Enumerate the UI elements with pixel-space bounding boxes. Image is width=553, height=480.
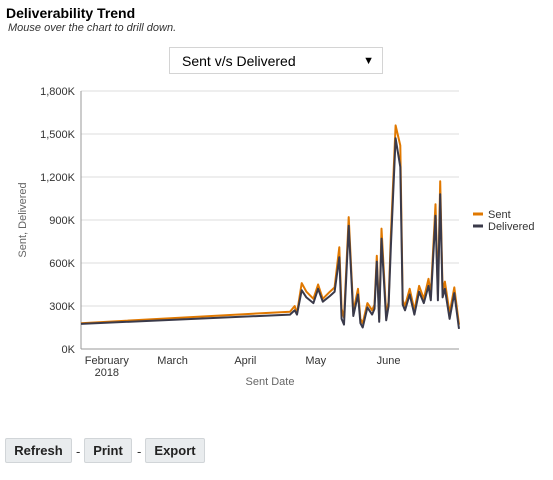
caret-down-icon: ▼ xyxy=(363,54,374,67)
metric-dropdown[interactable]: Sent v/s Delivered ▼ xyxy=(169,47,383,74)
x-axis-title: Sent Date xyxy=(246,376,295,388)
separator: - xyxy=(76,444,81,459)
x-tick-sublabel: 2018 xyxy=(95,367,119,379)
y-tick-label: 1,500K xyxy=(40,129,76,141)
legend-swatch-sent xyxy=(473,212,483,216)
export-button[interactable]: Export xyxy=(145,438,205,463)
y-tick-label: 1,200K xyxy=(40,172,76,184)
x-tick-label: February xyxy=(85,355,130,367)
print-button[interactable]: Print xyxy=(84,438,132,463)
x-tick-label: March xyxy=(157,355,188,367)
y-tick-label: 1,800K xyxy=(40,86,76,98)
legend-swatch-delivered xyxy=(473,224,483,228)
y-tick-label: 300K xyxy=(49,301,75,313)
y-tick-label: 900K xyxy=(49,215,75,227)
y-tick-label: 0K xyxy=(62,344,76,356)
series-line-delivered[interactable] xyxy=(80,137,460,330)
grid xyxy=(81,90,459,307)
x-tick-label: April xyxy=(234,355,256,367)
axes: 0K 300K 600K 900K 1,200K 1,500K 1,800K February… xyxy=(17,86,459,388)
chart[interactable]: 0K 300K 600K 900K 1,200K 1,500K 1,800K February… xyxy=(0,0,553,420)
chart-hint: Mouse over the chart to drill down. xyxy=(8,22,177,34)
chart-title: Deliverability Trend xyxy=(6,5,136,21)
metric-dropdown-value: Sent v/s Delivered xyxy=(182,52,296,69)
x-tick-label: May xyxy=(305,355,326,367)
y-tick-label: 600K xyxy=(49,258,75,270)
refresh-button[interactable]: Refresh xyxy=(5,438,72,463)
y-axis-title: Sent, Delivered xyxy=(17,182,29,257)
separator: - xyxy=(137,444,142,459)
legend-label-sent[interactable]: Sent xyxy=(488,209,511,221)
legend-label-delivered[interactable]: Delivered xyxy=(488,221,534,233)
x-tick-label: June xyxy=(377,355,401,367)
series-layer[interactable] xyxy=(80,124,460,330)
